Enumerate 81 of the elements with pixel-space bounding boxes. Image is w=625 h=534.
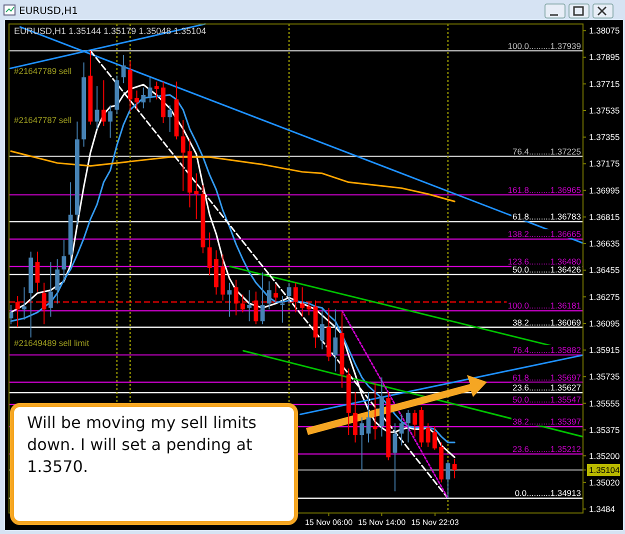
ref-line-label: 61.8.........1.36783 — [512, 212, 582, 222]
y-tick-label: 1.35020 — [589, 477, 620, 488]
ref-line-label: 0.0..........1.34913 — [514, 488, 582, 498]
annotation: #21649489 sell limit — [14, 338, 90, 348]
candlestick — [300, 286, 304, 318]
y-tick-label: 1.35915 — [589, 345, 620, 356]
candlestick — [207, 232, 212, 276]
y-tick-label: 1.36995 — [589, 185, 620, 196]
y-tick-label: 1.38075 — [589, 26, 620, 36]
y-tick-label: 1.35555 — [589, 398, 620, 408]
x-tick-label: 15 Nov 06:00 — [304, 518, 354, 527]
ref-line-label: 76.4.........1.35882 — [512, 344, 582, 355]
x-tick-label: 15 Nov 22:03 — [411, 518, 460, 527]
candlestick — [227, 282, 232, 318]
y-tick-label: 1.37895 — [589, 52, 620, 62]
candlestick — [247, 290, 252, 322]
chart-title: EURUSD,H1 — [19, 6, 78, 17]
y-tick-label: 1.36275 — [589, 292, 620, 302]
candlestick — [446, 461, 450, 499]
y-tick-label: 1.3484 — [589, 504, 616, 514]
ref-line-label: 123.6.........1.36480 — [508, 256, 582, 267]
ref-line-label: 38.2.........1.36069 — [512, 317, 582, 328]
y-tick-label: 1.35104 — [589, 464, 620, 475]
candlestick — [168, 104, 172, 132]
ref-line-label: 76.4.........1.37225 — [512, 146, 582, 156]
y-tick-label: 1.37175 — [589, 158, 620, 169]
candlestick — [280, 296, 285, 324]
candlestick — [333, 308, 338, 372]
candlestick — [392, 422, 398, 492]
ref-line-label: 138.2.........1.36665 — [508, 229, 582, 240]
candlestick — [320, 308, 324, 350]
y-tick-label: 1.35200 — [589, 450, 620, 461]
candlestick — [22, 286, 26, 320]
y-tick-label: 1.37715 — [589, 78, 620, 89]
ref-line-label: 50.0.........1.35547 — [512, 394, 582, 404]
y-tick-label: 1.36455 — [589, 265, 620, 276]
candlestick — [360, 416, 364, 472]
candlestick — [452, 458, 457, 479]
candlestick — [148, 76, 152, 103]
candlestick — [260, 272, 265, 325]
y-tick-label: 1.36815 — [589, 212, 620, 222]
y-tick-label: 1.35375 — [589, 424, 620, 435]
y-tick-label: 1.37535 — [589, 105, 620, 116]
candlestick — [94, 86, 100, 130]
ref-line-label: 100.0.........1.36181 — [508, 300, 582, 311]
annotation: Will be moving my sell limits down. I will set a pending at 1.3570. — [27, 413, 256, 476]
candlestick — [286, 282, 292, 304]
annotation: #21647787 sell — [14, 115, 72, 125]
candlestick — [55, 258, 60, 304]
ref-line-label: 61.8.........1.35697 — [512, 372, 582, 382]
candlestick — [35, 251, 40, 292]
candlestick — [48, 262, 53, 318]
x-tick-label: 15 Nov 14:00 — [358, 518, 406, 527]
ref-line-label: 38.2.........1.35397 — [512, 416, 582, 427]
candlestick — [101, 80, 106, 127]
candlestick — [366, 392, 371, 443]
y-tick-label: 1.36635 — [589, 238, 620, 249]
ref-line-label: 161.8.........1.36965 — [508, 184, 582, 195]
candlestick — [141, 87, 146, 109]
candlestick — [426, 422, 430, 448]
candlestick — [266, 280, 272, 310]
candlestick — [412, 409, 418, 438]
y-tick-label: 1.37355 — [589, 132, 620, 142]
candlestick — [432, 426, 437, 450]
candlestick — [194, 172, 199, 220]
candlestick — [62, 239, 66, 284]
ref-line-label: 23.6.........1.35212 — [512, 444, 582, 454]
y-tick-label: 1.35735 — [589, 372, 620, 382]
candlestick — [180, 120, 186, 192]
candlestick — [399, 414, 404, 446]
candlestick — [108, 104, 112, 138]
annotation: #21647789 sell — [14, 66, 72, 76]
candlestick — [353, 392, 358, 443]
ref-line-label: 100.0.........1.37939 — [508, 40, 582, 51]
candlestick — [134, 90, 139, 110]
ref-line-label: 23.6.........1.35627 — [512, 382, 582, 393]
candlestick — [372, 382, 378, 440]
y-tick-label: 1.36095 — [589, 318, 620, 328]
candlestick — [154, 81, 159, 100]
ref-line-label: 50.0.........1.36426 — [512, 264, 582, 274]
candlestick — [406, 409, 410, 443]
